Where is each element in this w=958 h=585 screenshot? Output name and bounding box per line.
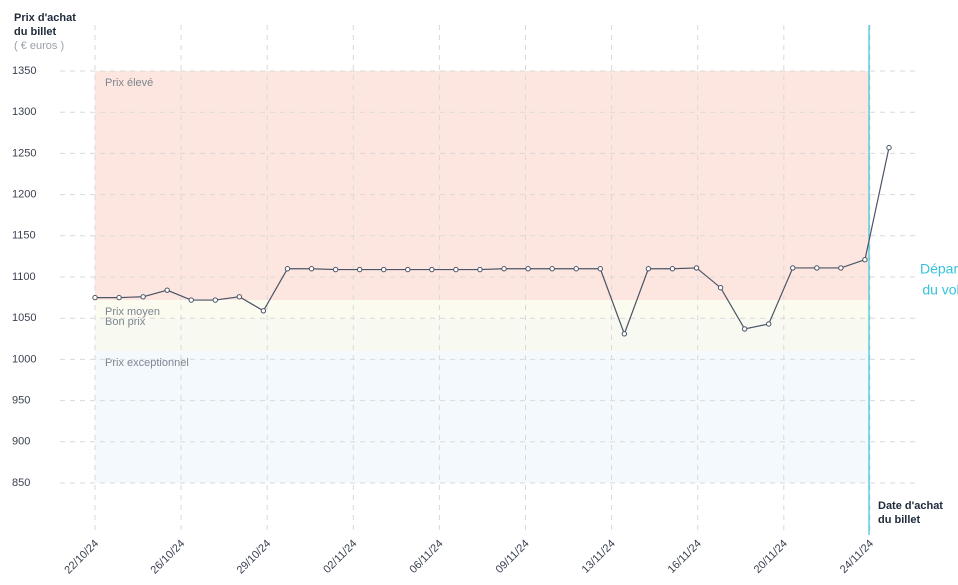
x-tick-label: 13/11/24 <box>580 538 618 576</box>
x-axis-label: du billet <box>878 514 921 526</box>
price-point <box>212 297 219 303</box>
price-point <box>717 285 724 291</box>
price-point <box>597 266 603 272</box>
y-tick-label: 1050 <box>12 312 36 324</box>
price-point <box>621 331 628 337</box>
price-point <box>332 266 339 273</box>
price-point <box>814 265 820 271</box>
x-tick-label: 20/11/24 <box>752 538 790 576</box>
price-point <box>381 266 387 273</box>
price-point <box>284 266 291 272</box>
price-point <box>838 265 844 271</box>
y-tick-label: 1300 <box>12 106 36 118</box>
price-point <box>886 144 892 151</box>
price-point <box>573 266 579 272</box>
price-point <box>236 294 243 300</box>
price-point <box>405 266 411 273</box>
price-point <box>862 256 868 263</box>
price-point <box>92 294 98 301</box>
y-axis-label: ( € euros ) <box>14 40 64 52</box>
y-axis-label: du billet <box>14 26 57 38</box>
price-point <box>525 266 531 272</box>
price-point <box>549 266 555 272</box>
price-zone <box>95 71 869 301</box>
zone-label: Prix moyen <box>105 306 160 318</box>
price-point <box>260 308 267 314</box>
departure-label: du vol <box>922 282 958 298</box>
x-tick-label: 26/10/24 <box>149 538 188 577</box>
price-zone <box>95 351 869 483</box>
y-tick-label: 1150 <box>12 230 36 242</box>
price-point <box>188 297 194 303</box>
price-point <box>164 287 170 293</box>
price-point <box>356 266 363 273</box>
x-tick-label: 02/11/24 <box>321 538 359 576</box>
x-tick-label: 16/11/24 <box>666 538 704 576</box>
price-point <box>693 265 700 271</box>
x-tick-label: 06/11/24 <box>407 538 445 576</box>
y-tick-label: 1250 <box>12 147 36 159</box>
y-tick-label: 1350 <box>12 65 36 77</box>
price-point <box>116 294 122 301</box>
price-point <box>453 266 459 273</box>
x-tick-label: 29/10/24 <box>235 538 274 577</box>
price-line <box>95 147 890 336</box>
price-zone <box>95 318 869 352</box>
y-tick-label: 1000 <box>12 353 36 365</box>
price-zone <box>95 300 869 319</box>
price-point <box>765 321 772 327</box>
x-tick-label: 24/11/24 <box>838 538 876 576</box>
x-tick-label: 22/10/24 <box>62 538 101 577</box>
price-point <box>741 326 748 332</box>
price-point <box>790 265 796 271</box>
price-point <box>477 266 483 273</box>
price-point <box>669 266 676 272</box>
x-tick-label: 09/11/24 <box>493 538 531 576</box>
zone-label: Prix élevé <box>105 77 153 89</box>
price-point <box>645 266 652 272</box>
y-tick-label: 1200 <box>12 189 36 201</box>
price-point <box>140 294 146 300</box>
y-tick-label: 850 <box>12 477 30 489</box>
price-point <box>501 266 507 272</box>
price-point <box>308 266 315 272</box>
departure-label: Départ <box>920 261 958 277</box>
y-axis-label: Prix d'achat <box>14 12 76 24</box>
y-tick-label: 950 <box>12 395 30 407</box>
y-tick-label: 1100 <box>12 271 36 283</box>
price-point <box>429 266 435 273</box>
zone-label: Prix exceptionnel <box>105 357 189 369</box>
y-tick-label: 900 <box>12 436 30 448</box>
x-axis-label: Date d'achat <box>878 500 943 512</box>
zone-label: Bon prix <box>105 316 146 328</box>
